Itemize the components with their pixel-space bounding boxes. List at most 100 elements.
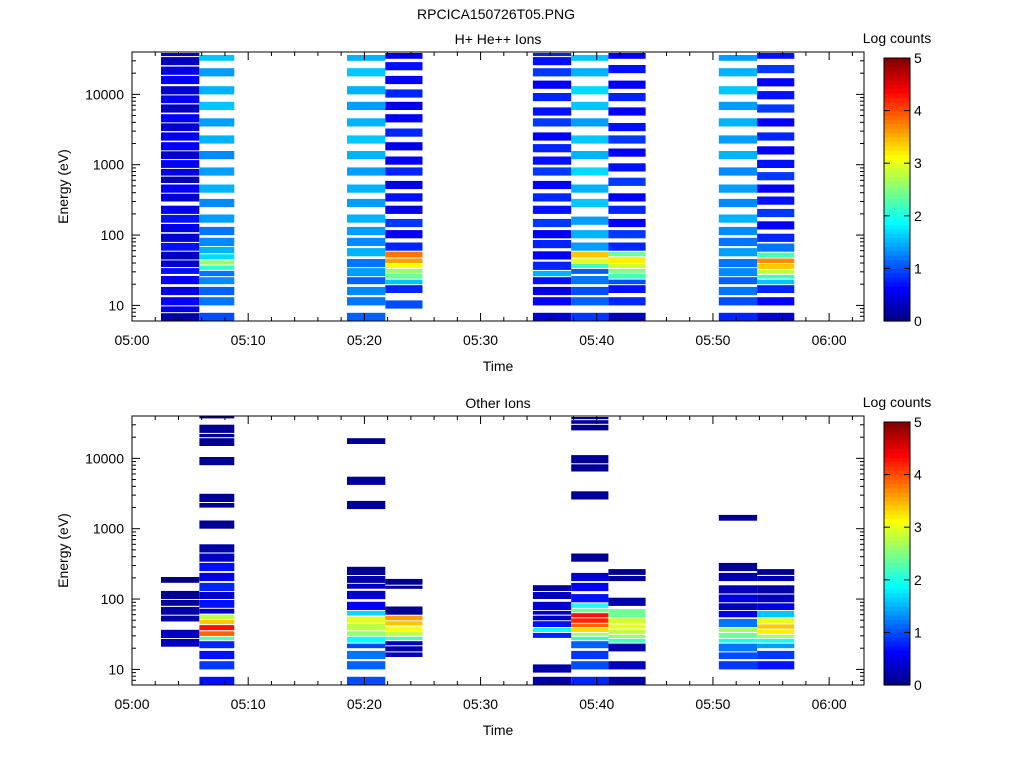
colorbar-frame: [883, 421, 911, 686]
heatmap-cell: [571, 628, 609, 632]
colorbar-step: [884, 676, 910, 682]
heatmap-cell: [161, 104, 200, 113]
colorbar-step: [884, 645, 910, 651]
colorbar-step: [884, 154, 910, 160]
heatmap-cell: [385, 652, 423, 657]
heatmap-cell: [199, 424, 235, 433]
colorbar-step: [884, 549, 910, 555]
heatmap-cell: [347, 623, 386, 631]
heatmap-cell: [385, 75, 423, 85]
heatmap-cell: [199, 457, 235, 466]
heatmap-cell: [161, 168, 200, 176]
colorbar-step: [884, 619, 910, 625]
colorbar-step: [884, 492, 910, 498]
heatmap-cell: [571, 242, 609, 251]
heatmap-cell: [199, 553, 235, 562]
heatmap-cell: [532, 628, 572, 632]
heatmap-cell: [347, 55, 386, 61]
heatmap-cell: [199, 184, 235, 193]
heatmap-cell: [385, 615, 423, 621]
heatmap-cell: [199, 416, 235, 419]
heatmap-cell: [532, 205, 572, 214]
heatmap-cell: [608, 285, 646, 293]
heatmap-cell: [718, 214, 758, 223]
heatmap-cell: [532, 610, 572, 615]
heatmap-cell: [571, 603, 609, 608]
heatmap-cell: [347, 636, 386, 643]
heatmap-cell: [757, 233, 795, 242]
colorbar-step: [884, 207, 910, 213]
heatmap-cell: [161, 297, 200, 306]
heatmap-cell: [718, 198, 758, 208]
heatmap-cell: [757, 53, 795, 59]
colorbar-step: [884, 66, 910, 72]
colorbar-step: [884, 189, 910, 195]
heatmap-cell: [347, 438, 386, 444]
colorbar-step: [884, 233, 910, 239]
heatmap-cell: [385, 218, 423, 228]
heatmap-cell: [532, 230, 572, 239]
colorbar-step: [884, 163, 910, 169]
heatmap-cell: [608, 269, 646, 273]
heatmap-cell: [532, 53, 572, 57]
heatmap-cell: [571, 230, 609, 239]
heatmap-cell: [608, 205, 646, 214]
heatmap-cell: [385, 101, 423, 110]
heatmap-cell: [757, 252, 795, 258]
colorbar-step: [884, 584, 910, 590]
colorbar-step: [884, 141, 910, 147]
x-tick-label: 05:00: [114, 696, 149, 712]
heatmap-cell: [161, 53, 200, 57]
heatmap-cell: [757, 243, 795, 252]
heatmap-cell: [385, 53, 423, 59]
heatmap-cell: [608, 65, 646, 74]
heatmap-cell: [347, 248, 386, 257]
heatmap-cell: [718, 610, 758, 618]
heatmap-cell: [532, 261, 572, 270]
x-tick-label: 05:10: [231, 332, 266, 348]
heatmap-cell: [161, 260, 200, 268]
heatmap-cell: [718, 297, 758, 306]
heatmap-cell: [199, 68, 235, 77]
heatmap-cell: [161, 251, 200, 260]
colorbar-label: Log counts: [863, 30, 932, 46]
heatmap-cell: [385, 285, 423, 293]
y-axis-label: Energy (eV): [55, 513, 71, 588]
colorbar-step: [884, 167, 910, 173]
heatmap-cell: [718, 312, 758, 321]
y-tick-label: 10: [108, 297, 124, 313]
heatmap-cell: [608, 297, 646, 306]
heatmap-cell: [161, 268, 200, 274]
heatmap-cell: [608, 148, 646, 157]
heatmap-cell: [161, 606, 200, 615]
colorbar-step: [884, 268, 910, 274]
heatmap-cell: [571, 167, 609, 176]
colorbar-step: [884, 303, 910, 309]
heatmap-cell: [385, 279, 423, 285]
colorbar-step: [884, 478, 910, 484]
heatmap-cell: [718, 151, 758, 160]
heatmap-cell: [757, 172, 795, 181]
heatmap-cell: [608, 569, 646, 575]
heatmap-cell: [199, 312, 235, 321]
colorbar-step: [884, 579, 910, 585]
colorbar-step: [884, 136, 910, 142]
plot-frame: [131, 51, 865, 322]
colorbar-step: [884, 465, 910, 471]
heatmap-cell: [199, 118, 235, 127]
colorbar-step: [884, 224, 910, 230]
colorbar-step: [884, 443, 910, 449]
colorbar-step: [884, 557, 910, 563]
colorbar-step: [884, 237, 910, 243]
colorbar-step: [884, 123, 910, 129]
heatmap-cell: [347, 566, 386, 575]
y-tick-label: 1000: [93, 521, 124, 537]
heatmap-cell: [532, 156, 572, 165]
heatmap-cell: [199, 167, 235, 176]
heatmap-cell: [608, 609, 646, 618]
heatmap-cell: [757, 285, 795, 293]
heatmap-cell: [199, 226, 235, 236]
heatmap-cell: [532, 57, 572, 66]
heatmap-cell: [571, 613, 609, 618]
heatmap-cell: [385, 205, 423, 214]
